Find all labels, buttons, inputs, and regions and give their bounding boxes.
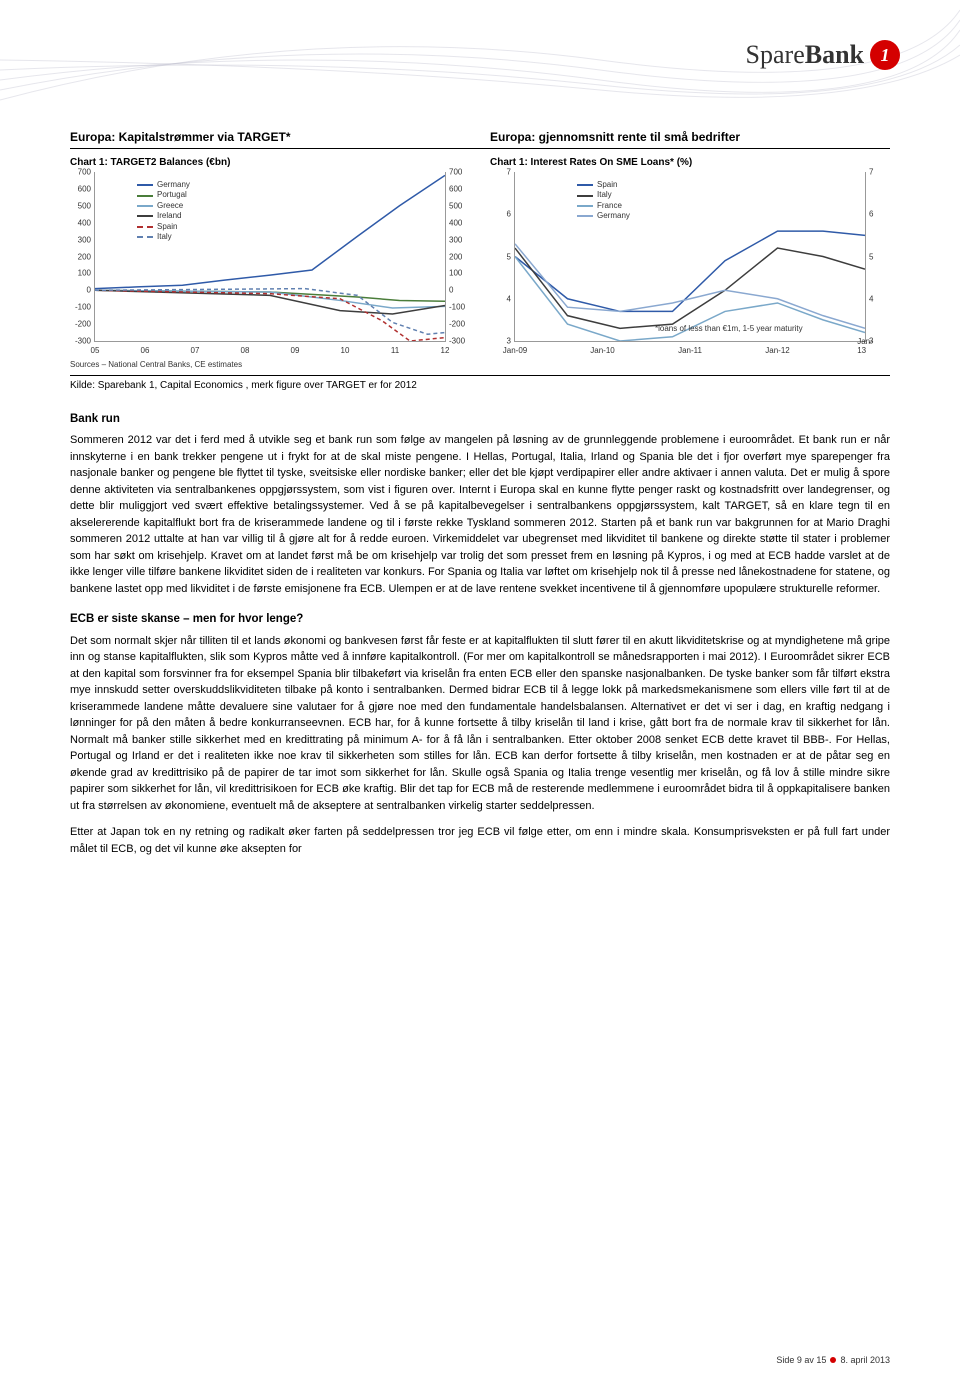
- y-tick-right: 6: [869, 210, 889, 219]
- y-tick-right: 4: [869, 294, 889, 303]
- x-tick: 06: [141, 346, 150, 355]
- legend-label: France: [597, 201, 622, 211]
- chart-header-left: Europa: Kapitalstrømmer via TARGET*: [70, 130, 470, 144]
- logo-badge: 1: [870, 40, 900, 70]
- legend-label: Greece: [157, 201, 183, 211]
- y-tick-right: 5: [869, 252, 889, 261]
- section1-paragraph: Sommeren 2012 var det i ferd med å utvik…: [70, 432, 890, 597]
- y-tick: -200: [67, 320, 91, 329]
- y-tick: 3: [487, 337, 511, 346]
- footer-date: 8. april 2013: [840, 1355, 890, 1365]
- legend-label: Ireland: [157, 211, 181, 221]
- y-tick-right: -200: [449, 320, 469, 329]
- y-tick-right: -100: [449, 303, 469, 312]
- page-footer: Side 9 av 15 8. april 2013: [776, 1355, 890, 1365]
- y-tick-right: 400: [449, 218, 469, 227]
- legend-label: Portugal: [157, 190, 187, 200]
- footer-page: Side 9 av 15: [776, 1355, 826, 1365]
- chart-lines: [515, 172, 865, 341]
- y-tick-right: 500: [449, 201, 469, 210]
- legend-label: Spain: [597, 180, 617, 190]
- legend-label: Italy: [597, 190, 612, 200]
- chart-legend: SpainItalyFranceGermany: [575, 178, 632, 224]
- y-tick-right: 7: [869, 168, 889, 177]
- sparebank-logo: SpareBank 1: [746, 40, 900, 70]
- x-tick: 12: [441, 346, 450, 355]
- y-tick: 700: [67, 168, 91, 177]
- logo-light: Spare: [746, 40, 805, 69]
- y-tick-right: 200: [449, 252, 469, 261]
- y-tick: 200: [67, 252, 91, 261]
- y-tick: -300: [67, 337, 91, 346]
- x-tick: 05: [91, 346, 100, 355]
- y-tick-right: 600: [449, 184, 469, 193]
- x-tick: Jan-09: [503, 346, 527, 355]
- chart-header-right: Europa: gjennomsnitt rente til små bedri…: [490, 130, 890, 144]
- chart1-title: Chart 1: TARGET2 Balances (€bn): [70, 157, 470, 168]
- chart-header-row: Europa: Kapitalstrømmer via TARGET* Euro…: [70, 130, 890, 149]
- legend-label: Germany: [597, 211, 630, 221]
- chart-legend: GermanyPortugalGreeceIrelandSpainItaly: [135, 178, 192, 244]
- source-citation: Kilde: Sparebank 1, Capital Economics , …: [70, 375, 890, 391]
- section2-paragraph2: Etter at Japan tok en ny retning og radi…: [70, 824, 890, 857]
- x-tick: 10: [341, 346, 350, 355]
- y-tick: -100: [67, 303, 91, 312]
- x-tick: Jan-10: [590, 346, 614, 355]
- x-tick: 08: [241, 346, 250, 355]
- chart1-source: Sources – National Central Banks, CE est…: [70, 360, 470, 369]
- chart2-title: Chart 1: Interest Rates On SME Loans* (%…: [490, 157, 890, 168]
- sme-rates-chart: Chart 1: Interest Rates On SME Loans* (%…: [490, 157, 890, 369]
- y-tick: 500: [67, 201, 91, 210]
- y-tick: 400: [67, 218, 91, 227]
- y-tick-right: 700: [449, 168, 469, 177]
- y-tick: 300: [67, 235, 91, 244]
- y-tick: 6: [487, 210, 511, 219]
- footer-dot-icon: [830, 1357, 836, 1363]
- y-tick: 5: [487, 252, 511, 261]
- y-tick: 600: [67, 184, 91, 193]
- legend-label: Germany: [157, 180, 190, 190]
- y-tick-right: 300: [449, 235, 469, 244]
- y-tick-right: 0: [449, 286, 469, 295]
- y-tick: 0: [67, 286, 91, 295]
- section1-heading: Bank run: [70, 411, 890, 428]
- x-tick: Jan-12: [765, 346, 789, 355]
- logo-bold: Bank: [805, 40, 864, 69]
- x-tick: 09: [291, 346, 300, 355]
- legend-label: Spain: [157, 222, 177, 232]
- chart-note: *loans of less than €1m, 1-5 year maturi…: [655, 324, 803, 333]
- target2-chart: Chart 1: TARGET2 Balances (€bn) 700 700 60…: [70, 157, 470, 369]
- y-tick-right: 100: [449, 269, 469, 278]
- y-tick: 100: [67, 269, 91, 278]
- x-tick: Jan-11: [678, 346, 702, 355]
- legend-label: Italy: [157, 232, 172, 242]
- x-tick: 07: [191, 346, 200, 355]
- y-tick: 4: [487, 294, 511, 303]
- x-tick: 11: [391, 346, 399, 355]
- y-tick: 7: [487, 168, 511, 177]
- section2-paragraph1: Det som normalt skjer når tilliten til e…: [70, 633, 890, 815]
- section2-heading: ECB er siste skanse – men for hvor lenge…: [70, 611, 890, 628]
- y-tick-right: -300: [449, 337, 469, 346]
